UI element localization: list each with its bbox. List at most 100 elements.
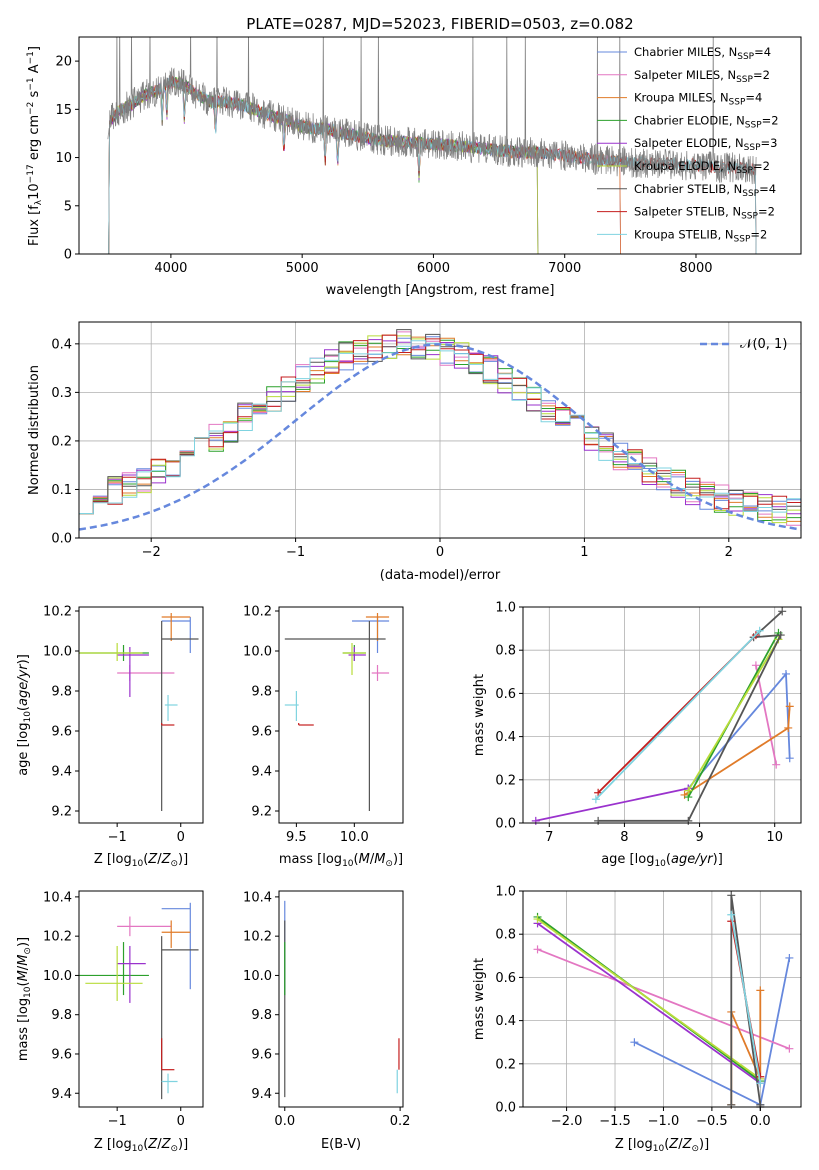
mass-vs-Z-panel: −1 0 9.4 9.6 9.8 10.0 10.2 10.4 Z [log10(Z/Z⊙)]… bbox=[16, 890, 204, 1154]
y-tick-label: 0.0 bbox=[51, 532, 72, 547]
x-tick-label: 1 bbox=[580, 545, 588, 560]
x-tick-label: 0 bbox=[177, 1114, 185, 1129]
mass-weight-line bbox=[537, 948, 790, 1050]
y-tick-label: 0.8 bbox=[495, 644, 516, 659]
spectrum-axes-frame bbox=[78, 36, 802, 255]
mass-weight-line bbox=[598, 610, 783, 822]
weight-vs-Z-xlabel: Z [log10(Z/Z⊙)] bbox=[615, 1137, 709, 1154]
x-tick-label: 8000 bbox=[679, 261, 712, 276]
y-tick-label: 9.2 bbox=[51, 805, 72, 820]
mass-vs-Z-points bbox=[79, 902, 199, 1100]
y-tick-label: 9.2 bbox=[251, 805, 272, 820]
weight-vs-Z-ticks: −2.0 −1.5 −1.0 −0.5 0.0 0.0 0.2 0.4 0.6 0.8 1.0 bbox=[495, 885, 770, 1130]
y-tick-label: 20 bbox=[55, 55, 72, 70]
y-tick-label: 9.4 bbox=[251, 765, 272, 780]
weight-vs-age-grid bbox=[523, 606, 801, 824]
mass-weight-marker bbox=[630, 1038, 639, 1047]
spectrum-ticks: 4000 5000 6000 7000 8000 0 5 10 15 20 bbox=[55, 55, 712, 276]
y-tick-label: 9.8 bbox=[251, 685, 272, 700]
x-tick-label: 10 bbox=[766, 830, 783, 845]
y-tick-label: 9.8 bbox=[51, 685, 72, 700]
legend-entry: Kroupa MILES, NSSP=4 bbox=[634, 91, 762, 108]
mass-weight-marker bbox=[533, 945, 542, 954]
x-tick-label: −1.5 bbox=[599, 1114, 631, 1129]
y-tick-label: 9.4 bbox=[51, 765, 72, 780]
mass-vs-Z-ticks: −1 0 9.4 9.6 9.8 10.0 10.2 10.4 bbox=[43, 890, 185, 1129]
weight-vs-Z-lines bbox=[533, 891, 794, 1111]
weight-vs-age-panel: 7 8 9 10 0.0 0.2 0.4 0.6 0.8 1.0 age [log10(age/y… bbox=[472, 601, 802, 869]
x-tick-label: 4000 bbox=[154, 261, 187, 276]
y-tick-label: 9.8 bbox=[251, 1008, 272, 1023]
mass-vs-Z-xlabel: Z [log10(Z/Z⊙)] bbox=[94, 1137, 188, 1154]
mass-weight-marker bbox=[533, 915, 542, 924]
spectrum-title: PLATE=0287, MJD=52023, FIBERID=0503, z=0… bbox=[246, 15, 633, 33]
mass-weight-marker bbox=[727, 891, 736, 900]
mass-vs-ebv-points bbox=[284, 900, 400, 1098]
spectrum-legend: Chabrier MILES, NSSP=4 Salpeter MILES, NS… bbox=[597, 45, 779, 244]
x-tick-label: 7 bbox=[545, 830, 553, 845]
mass-weight-marker bbox=[785, 702, 794, 711]
mass-vs-Z-frame bbox=[78, 890, 204, 1108]
legend-entry: Kroupa STELIB, NSSP=2 bbox=[634, 227, 767, 244]
y-tick-label: 0.4 bbox=[495, 1014, 516, 1029]
mass-weight-marker bbox=[756, 1079, 765, 1088]
y-tick-label: 9.4 bbox=[51, 1087, 72, 1102]
y-tick-label: 0.2 bbox=[51, 434, 72, 449]
age-vs-mass-frame bbox=[278, 606, 404, 824]
mass-weight-marker bbox=[776, 631, 785, 640]
legend-entry: Chabrier ELODIE, NSSP=2 bbox=[634, 113, 779, 130]
residual-ylabel: Normed distribution bbox=[27, 365, 42, 495]
age-vs-Z-points bbox=[79, 613, 199, 811]
y-tick-label: 0 bbox=[64, 248, 72, 263]
y-tick-label: 10.0 bbox=[243, 969, 272, 984]
legend-entry: Salpeter ELODIE, NSSP=3 bbox=[634, 136, 777, 153]
mass-weight-marker bbox=[785, 953, 794, 962]
mass-weight-marker bbox=[594, 816, 603, 825]
x-tick-label: −1.0 bbox=[648, 1114, 680, 1129]
y-tick-label: 0.2 bbox=[495, 773, 516, 788]
x-tick-label: 9 bbox=[695, 830, 703, 845]
mass-weight-marker bbox=[594, 788, 603, 797]
x-tick-label: 2 bbox=[725, 545, 733, 560]
y-tick-label: 0.1 bbox=[51, 483, 72, 498]
x-tick-label: 0.0 bbox=[274, 1114, 295, 1129]
x-tick-label: −2 bbox=[142, 545, 161, 560]
mass-weight-marker bbox=[784, 723, 793, 732]
y-tick-label: 0.4 bbox=[51, 337, 72, 352]
age-vs-Z-xlabel: Z [log10(Z/Z⊙)] bbox=[94, 852, 188, 869]
spectrum-model-line bbox=[107, 76, 757, 254]
mass-weight-marker bbox=[684, 786, 693, 795]
y-tick-label: 9.6 bbox=[251, 725, 272, 740]
age-vs-mass-panel: 9.5 10.0 9.2 9.4 9.6 9.8 10.0 10.2 mass [log10(… bbox=[243, 605, 404, 869]
y-tick-label: 10.0 bbox=[43, 969, 72, 984]
mass-weight-line bbox=[535, 787, 689, 822]
y-tick-label: 10.4 bbox=[43, 890, 72, 905]
mass-vs-ebv-frame bbox=[278, 890, 404, 1108]
age-vs-Z-ticks: −1 0 9.2 9.4 9.6 9.8 10.0 10.2 bbox=[43, 605, 185, 846]
residual-xlabel: (data-model)/error bbox=[380, 568, 501, 583]
residual-legend: 𝒩(0, 1) bbox=[700, 337, 787, 352]
age-vs-Z-panel: −1 09.29.49.69.810.010.2 Z [log10(Z/Z⊙)] … bbox=[16, 605, 204, 869]
mass-weight-marker bbox=[781, 669, 790, 678]
y-tick-label: 15 bbox=[55, 103, 72, 118]
mass-weight-line bbox=[730, 990, 762, 1105]
y-tick-label: 9.8 bbox=[51, 1008, 72, 1023]
mass-weight-marker bbox=[785, 754, 794, 763]
x-tick-label: 6000 bbox=[417, 261, 450, 276]
normal-curve bbox=[78, 343, 802, 531]
weight-vs-age-frame bbox=[522, 606, 802, 824]
x-tick-label: 0 bbox=[177, 830, 185, 845]
age-vs-mass-ticks: 9.5 10.0 9.2 9.4 9.6 9.8 10.0 10.2 bbox=[243, 605, 369, 846]
y-tick-label: 0.2 bbox=[495, 1057, 516, 1072]
age-vs-Z-ylabel: age [log10(age/yr)] bbox=[16, 654, 33, 776]
y-tick-label: 9.6 bbox=[251, 1047, 272, 1062]
residual-histograms bbox=[78, 329, 802, 531]
weight-vs-age-ylabel: mass weight bbox=[472, 674, 487, 756]
x-tick-label: −1 bbox=[286, 545, 305, 560]
mass-weight-marker bbox=[531, 816, 540, 825]
observed-spectrum bbox=[107, 37, 757, 185]
y-tick-label: 10.2 bbox=[243, 605, 272, 620]
mass-vs-Z-ylabel: mass [log10(M/M⊙)] bbox=[16, 937, 33, 1061]
mass-weight-marker bbox=[591, 795, 600, 804]
